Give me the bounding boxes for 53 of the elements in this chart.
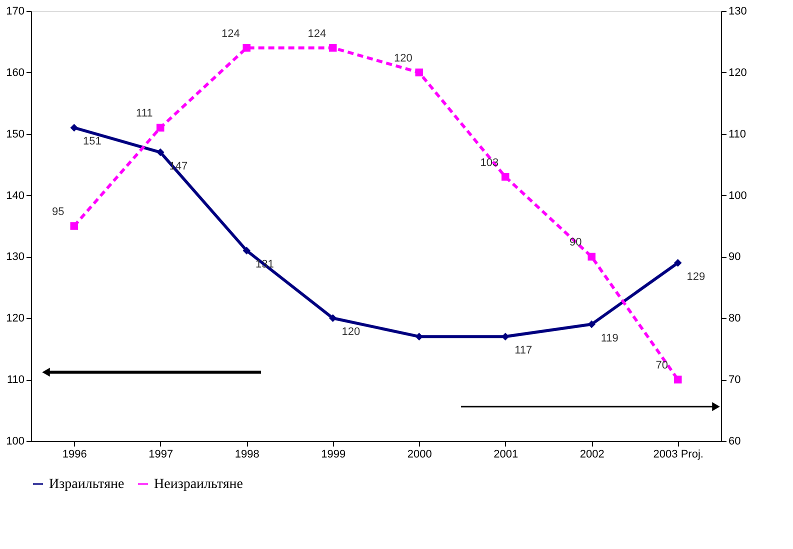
y2-tick-label: 90: [728, 251, 741, 264]
y-tick-label: 120: [6, 312, 24, 325]
point: [156, 124, 164, 132]
point: [588, 320, 596, 328]
x-tick-label: 2003 Proj.: [653, 448, 704, 460]
x-tick-label: 2000: [407, 448, 432, 460]
x-tick-label: 1999: [321, 448, 346, 460]
point: [502, 332, 510, 340]
point: [415, 332, 423, 340]
y-tick-label: 160: [6, 66, 24, 79]
y2-tick-label: 80: [728, 312, 741, 325]
point: [70, 124, 78, 132]
y-tick-label: 140: [6, 190, 24, 202]
point: [502, 172, 510, 181]
legend-label: Неизраильтяне: [154, 477, 243, 492]
point: [674, 376, 682, 384]
x-tick-label: 2002: [580, 448, 604, 460]
x-tick-label: 1998: [234, 448, 260, 460]
legend-label: Израильтяне: [49, 477, 124, 492]
x-tick-label: 1996: [62, 448, 87, 460]
point: [415, 68, 423, 76]
y2-tick-label: 70: [728, 374, 741, 386]
y2-tick-label: 60: [728, 436, 741, 448]
data-label: 124: [308, 28, 326, 40]
data-label: 124: [221, 28, 240, 40]
y-tick-label: 170: [6, 6, 24, 18]
y2-tick-label: 120: [728, 66, 747, 79]
data-label: 70: [656, 360, 668, 372]
y-tick-label: 150: [6, 128, 24, 140]
data-label: 111: [136, 108, 153, 120]
point: [156, 148, 164, 156]
data-label: 95: [52, 206, 64, 218]
point: [242, 44, 250, 52]
point: [242, 246, 250, 254]
data-label: 120: [394, 52, 412, 64]
data-label: 117: [514, 344, 532, 357]
y2-tick-label: 100: [728, 190, 747, 202]
point: [329, 314, 337, 322]
y-tick-label: 110: [6, 374, 24, 386]
point: [588, 252, 596, 261]
point: [674, 258, 682, 267]
point: [329, 44, 337, 52]
data-label: 120: [342, 326, 360, 338]
point: [70, 222, 78, 230]
x-tick-label: 2001: [494, 448, 518, 460]
y2-tick-label: 110: [728, 128, 746, 140]
y-tick-label: 130: [6, 251, 24, 264]
data-label: 129: [686, 270, 706, 283]
x-tick-label: 1997: [148, 448, 174, 460]
y-tick-label: 100: [6, 436, 24, 448]
data-label: 119: [600, 332, 618, 344]
y2-tick-label: 130: [728, 6, 747, 18]
data-label: 151: [82, 136, 102, 148]
